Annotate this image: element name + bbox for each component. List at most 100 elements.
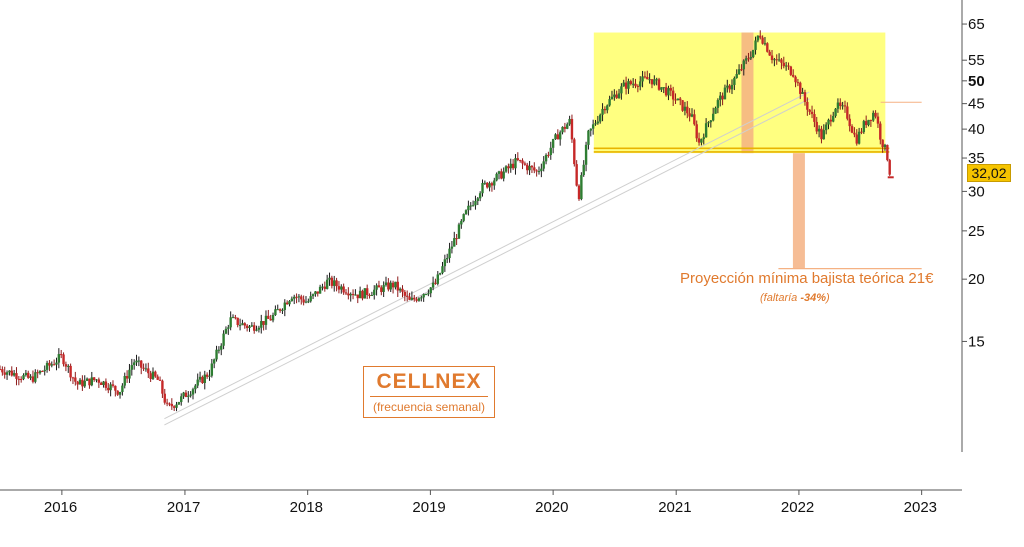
candle-body-52 xyxy=(121,385,124,393)
candle-body-171 xyxy=(401,288,404,292)
candle-body-262 xyxy=(615,94,618,99)
candle-body-54 xyxy=(125,376,129,379)
candle-body-165 xyxy=(387,282,390,290)
x-tick-label-7: 2023 xyxy=(904,499,937,516)
candle-body-299 xyxy=(702,137,705,140)
candle-body-69 xyxy=(161,380,164,394)
candle-body-313 xyxy=(735,74,738,78)
candle-body-303 xyxy=(711,113,715,121)
candle-body-268 xyxy=(629,81,632,85)
candle-body-331 xyxy=(777,59,781,61)
candle-body-130 xyxy=(304,301,308,303)
candle-body-47 xyxy=(109,384,112,391)
candle-body-345 xyxy=(810,111,814,115)
candle-body-215 xyxy=(504,166,508,172)
candle-body-10 xyxy=(22,375,25,380)
candle-body-91 xyxy=(212,359,216,364)
candle-body-266 xyxy=(624,82,628,89)
candle-body-260 xyxy=(610,96,614,100)
projection-bar-1 xyxy=(792,153,805,269)
candle-body-362 xyxy=(850,126,854,133)
candle-body-296 xyxy=(695,124,698,139)
candle-body-164 xyxy=(384,282,388,286)
candle-body-214 xyxy=(502,171,505,179)
candle-body-212 xyxy=(497,171,501,174)
candle-body-326 xyxy=(766,43,769,52)
candle-body-167 xyxy=(391,282,395,288)
candle-body-22 xyxy=(50,364,53,366)
candle-body-144 xyxy=(337,286,341,290)
candle-body-89 xyxy=(208,375,211,377)
candle-body-4 xyxy=(8,370,11,373)
candle-body-244 xyxy=(573,139,576,165)
candle-body-18 xyxy=(41,370,44,372)
candle-body-61 xyxy=(142,367,145,369)
candle-body-86 xyxy=(201,376,204,384)
candle-body-281 xyxy=(660,87,663,90)
candle-body-341 xyxy=(801,92,804,94)
candle-body-153 xyxy=(358,290,362,299)
candle-body-120 xyxy=(281,309,284,311)
candle-body-235 xyxy=(551,139,555,148)
candle-body-349 xyxy=(820,128,823,140)
candle-body-338 xyxy=(794,76,797,83)
candle-body-357 xyxy=(839,102,842,106)
candle-body-315 xyxy=(740,69,743,71)
candle-body-334 xyxy=(784,65,788,67)
candle-body-232 xyxy=(544,154,548,162)
candle-body-351 xyxy=(824,124,828,131)
candle-body-51 xyxy=(118,392,122,395)
candle-body-45 xyxy=(104,381,108,388)
candle-body-93 xyxy=(217,349,221,351)
candle-body-126 xyxy=(295,296,298,298)
candle-body-325 xyxy=(763,43,767,45)
candle-body-116 xyxy=(271,315,275,321)
candle-body-38 xyxy=(88,378,91,386)
candle-body-172 xyxy=(403,291,407,296)
candle-body-76 xyxy=(177,402,181,405)
candle-body-135 xyxy=(316,291,319,294)
candle-body-254 xyxy=(596,121,600,124)
candle-body-102 xyxy=(238,324,242,326)
candle-body-57 xyxy=(132,362,136,366)
candle-body-181 xyxy=(424,294,428,296)
candle-body-256 xyxy=(601,108,604,115)
candle-body-354 xyxy=(832,115,835,122)
candle-body-75 xyxy=(175,404,178,408)
candle-body-277 xyxy=(650,79,654,85)
candle-body-247 xyxy=(580,175,583,200)
candle-body-278 xyxy=(653,79,656,85)
candle-body-128 xyxy=(300,296,303,300)
candle-body-350 xyxy=(822,130,826,140)
candle-body-324 xyxy=(761,37,764,44)
candle-body-82 xyxy=(191,389,195,395)
logo-subtitle: (frecuencia semanal) xyxy=(372,400,486,414)
candle-body-59 xyxy=(137,360,141,362)
candle-body-118 xyxy=(276,309,279,311)
projection-bar-0 xyxy=(741,32,754,154)
candle-body-353 xyxy=(829,119,833,122)
candle-body-241 xyxy=(566,124,569,129)
candle-body-108 xyxy=(253,325,256,331)
candle-body-32 xyxy=(74,377,77,382)
candle-body-298 xyxy=(700,139,703,143)
candle-body-369 xyxy=(867,119,870,126)
candle-body-74 xyxy=(172,406,176,408)
projection-annotation: Proyección mínima bajista teórica 21€ xyxy=(680,270,934,287)
candle-body-286 xyxy=(671,90,675,100)
x-tick-label-4: 2020 xyxy=(535,499,568,516)
candle-body-372 xyxy=(874,112,877,117)
candle-body-73 xyxy=(170,403,174,407)
candle-body-142 xyxy=(333,280,336,286)
candle-body-17 xyxy=(38,370,42,374)
candle-body-213 xyxy=(500,171,503,179)
candle-body-156 xyxy=(365,288,369,296)
candle-body-168 xyxy=(394,281,397,288)
x-tick-label-6: 2022 xyxy=(781,499,814,516)
candle-body-355 xyxy=(834,108,837,116)
candle-body-40 xyxy=(92,377,96,381)
candle-body-50 xyxy=(116,390,119,395)
candle-body-190 xyxy=(446,258,449,260)
candle-body-65 xyxy=(151,371,155,379)
candle-body-188 xyxy=(441,266,444,274)
